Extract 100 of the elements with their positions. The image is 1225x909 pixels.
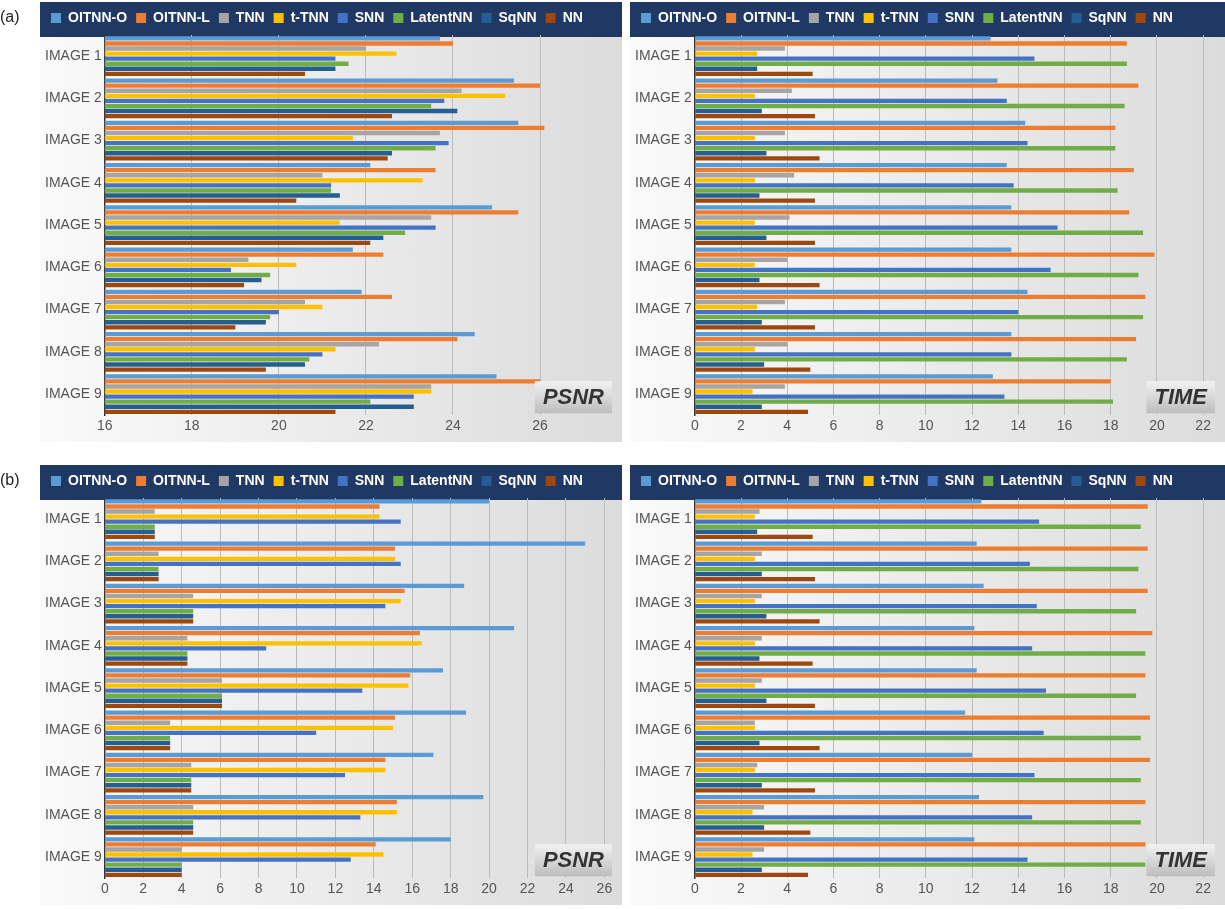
bar: [695, 357, 1127, 362]
bar: [695, 309, 1019, 315]
bar: [105, 783, 192, 788]
bar: [695, 347, 755, 352]
bar: [105, 693, 223, 698]
x-tick-label: 22: [358, 417, 374, 434]
x-tick-label: 26: [532, 417, 549, 434]
bar: [695, 277, 760, 283]
bar: [105, 556, 395, 562]
bar: [695, 683, 755, 688]
y-tick-label: IMAGE 1: [45, 509, 102, 526]
bar: [695, 735, 1141, 741]
bar: [695, 556, 755, 562]
x-tick-label: 18: [184, 417, 200, 434]
bar: [695, 315, 1144, 320]
bar: [695, 740, 760, 746]
x-tick-label: 14: [1010, 880, 1027, 897]
bar: [695, 588, 1148, 594]
bar: [695, 225, 1058, 230]
bar: [695, 847, 765, 852]
bar: [695, 810, 753, 815]
bar: [695, 837, 975, 842]
bar: [695, 66, 758, 71]
bar: [695, 299, 785, 305]
legend-label: SqNN: [498, 8, 537, 25]
bar: [695, 852, 753, 857]
bar: [695, 267, 1051, 273]
bar: [695, 762, 758, 768]
bar: [695, 71, 813, 77]
y-tick-label: IMAGE 5: [635, 678, 692, 695]
bar: [695, 725, 755, 730]
bar: [105, 710, 467, 715]
x-tick-label: 8: [875, 880, 884, 897]
bar: [105, 661, 188, 666]
legend-label: OITNN-O: [68, 8, 128, 25]
bar: [695, 788, 815, 793]
y-tick-label: IMAGE 3: [635, 131, 692, 148]
bar: [105, 566, 159, 572]
bar: [105, 767, 386, 773]
bar: [695, 561, 1030, 567]
bar: [695, 83, 1139, 88]
bar: [695, 546, 1148, 551]
bar: [695, 304, 758, 310]
x-tick-label: 16: [1056, 417, 1073, 434]
bar: [695, 752, 973, 758]
x-tick-label: 22: [519, 880, 536, 897]
bar: [105, 583, 465, 589]
bar: [695, 830, 811, 835]
bar: [695, 173, 795, 178]
bar: [105, 788, 192, 793]
bar: [695, 178, 755, 183]
bar: [695, 367, 811, 372]
legend-label: t-TNN: [290, 471, 329, 488]
bar: [695, 636, 762, 641]
bar: [695, 146, 1116, 151]
bar: [105, 529, 155, 534]
legend-label: LatentNN: [410, 471, 473, 488]
bar: [695, 389, 753, 394]
x-tick-label: 0: [690, 880, 699, 897]
bar: [695, 362, 765, 367]
y-tick-label: IMAGE 9: [45, 847, 102, 864]
bar: [695, 120, 1026, 126]
legend-label: LatentNN: [410, 8, 473, 25]
y-tick-label: IMAGE 3: [45, 594, 102, 611]
bar: [695, 193, 760, 198]
bar: [695, 499, 982, 504]
bar: [695, 240, 815, 246]
y-tick-label: IMAGE 7: [635, 300, 692, 317]
legend-label: t-TNN: [880, 8, 919, 25]
bar: [105, 641, 422, 646]
legend-label: TNN: [235, 471, 265, 488]
x-tick-label: 20: [1149, 880, 1165, 897]
bar: [105, 631, 420, 636]
bar: [695, 113, 815, 119]
y-tick-label: IMAGE 7: [635, 763, 692, 780]
y-tick-label: IMAGE 4: [45, 173, 102, 190]
y-tick-label: IMAGE 9: [45, 384, 102, 401]
legend-label: NN: [562, 471, 583, 488]
bar: [105, 757, 386, 763]
x-tick-label: 2: [737, 880, 746, 897]
bar: [105, 778, 192, 783]
bar: [695, 688, 1047, 693]
bar: [695, 783, 762, 788]
bar: [695, 188, 1118, 193]
bar: [105, 772, 345, 778]
bar: [695, 857, 1028, 862]
bar: [695, 46, 785, 51]
y-tick-label: IMAGE 2: [635, 552, 692, 569]
bar: [695, 509, 760, 514]
x-tick-label: 18: [1102, 417, 1119, 434]
bar: [105, 576, 159, 582]
x-tick-label: 24: [445, 417, 461, 434]
bar: [695, 98, 1007, 104]
bar: [695, 156, 820, 161]
bar: [695, 56, 1035, 61]
bar: [695, 183, 1014, 188]
bar: [105, 509, 155, 514]
y-tick-label: IMAGE 2: [635, 89, 692, 106]
bar: [695, 78, 998, 83]
bar: [695, 162, 1007, 168]
